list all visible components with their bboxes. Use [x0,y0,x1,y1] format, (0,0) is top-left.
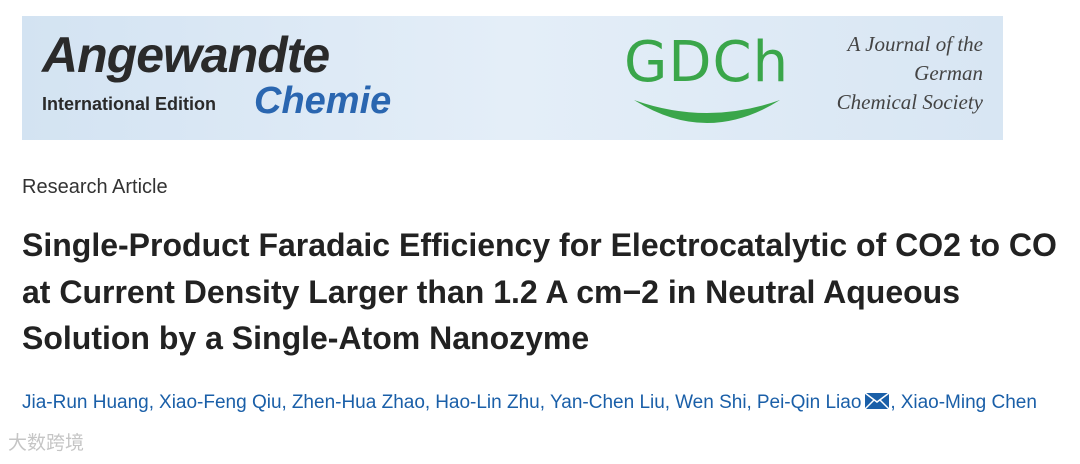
author[interactable]: Jia-Run Huang, [22,392,155,413]
email-icon[interactable] [864,392,890,410]
society-line: A Journal of the [847,32,983,56]
author[interactable]: Yan-Chen Liu, [550,392,671,413]
author[interactable]: Xiao-Ming Chen [900,392,1037,413]
journal-banner: Angewandte International Edition Chemie … [22,16,1003,140]
logo-arc [634,100,780,123]
author-list: Jia-Run Huang, Xiao-Feng Qiu, Zhen-Hua Zha… [22,388,1062,418]
author: , [890,392,896,413]
journal-name: Angewandte [42,27,330,83]
article-type: Research Article [22,176,168,198]
journal-subname: Chemie [254,80,392,122]
society-line: German [914,61,983,85]
author[interactable]: Xiao-Feng Qiu, [159,392,287,413]
watermark: 大数跨境 [8,433,85,454]
author[interactable]: Hao-Lin Zhu, [435,392,546,413]
society-text: A Journal of the German Chemical Society [837,30,983,117]
society-line: Chemical Society [836,90,983,114]
author[interactable]: Zhen-Hua Zhao, [291,392,431,413]
society-logo: GDCh [624,30,790,95]
edition: International Edition [42,94,216,114]
author[interactable]: Pei-Qin Liao [756,392,862,413]
article-title: Single-Product Faradaic Efficiency for E… [22,227,1057,356]
author[interactable]: Wen Shi, [675,392,752,413]
